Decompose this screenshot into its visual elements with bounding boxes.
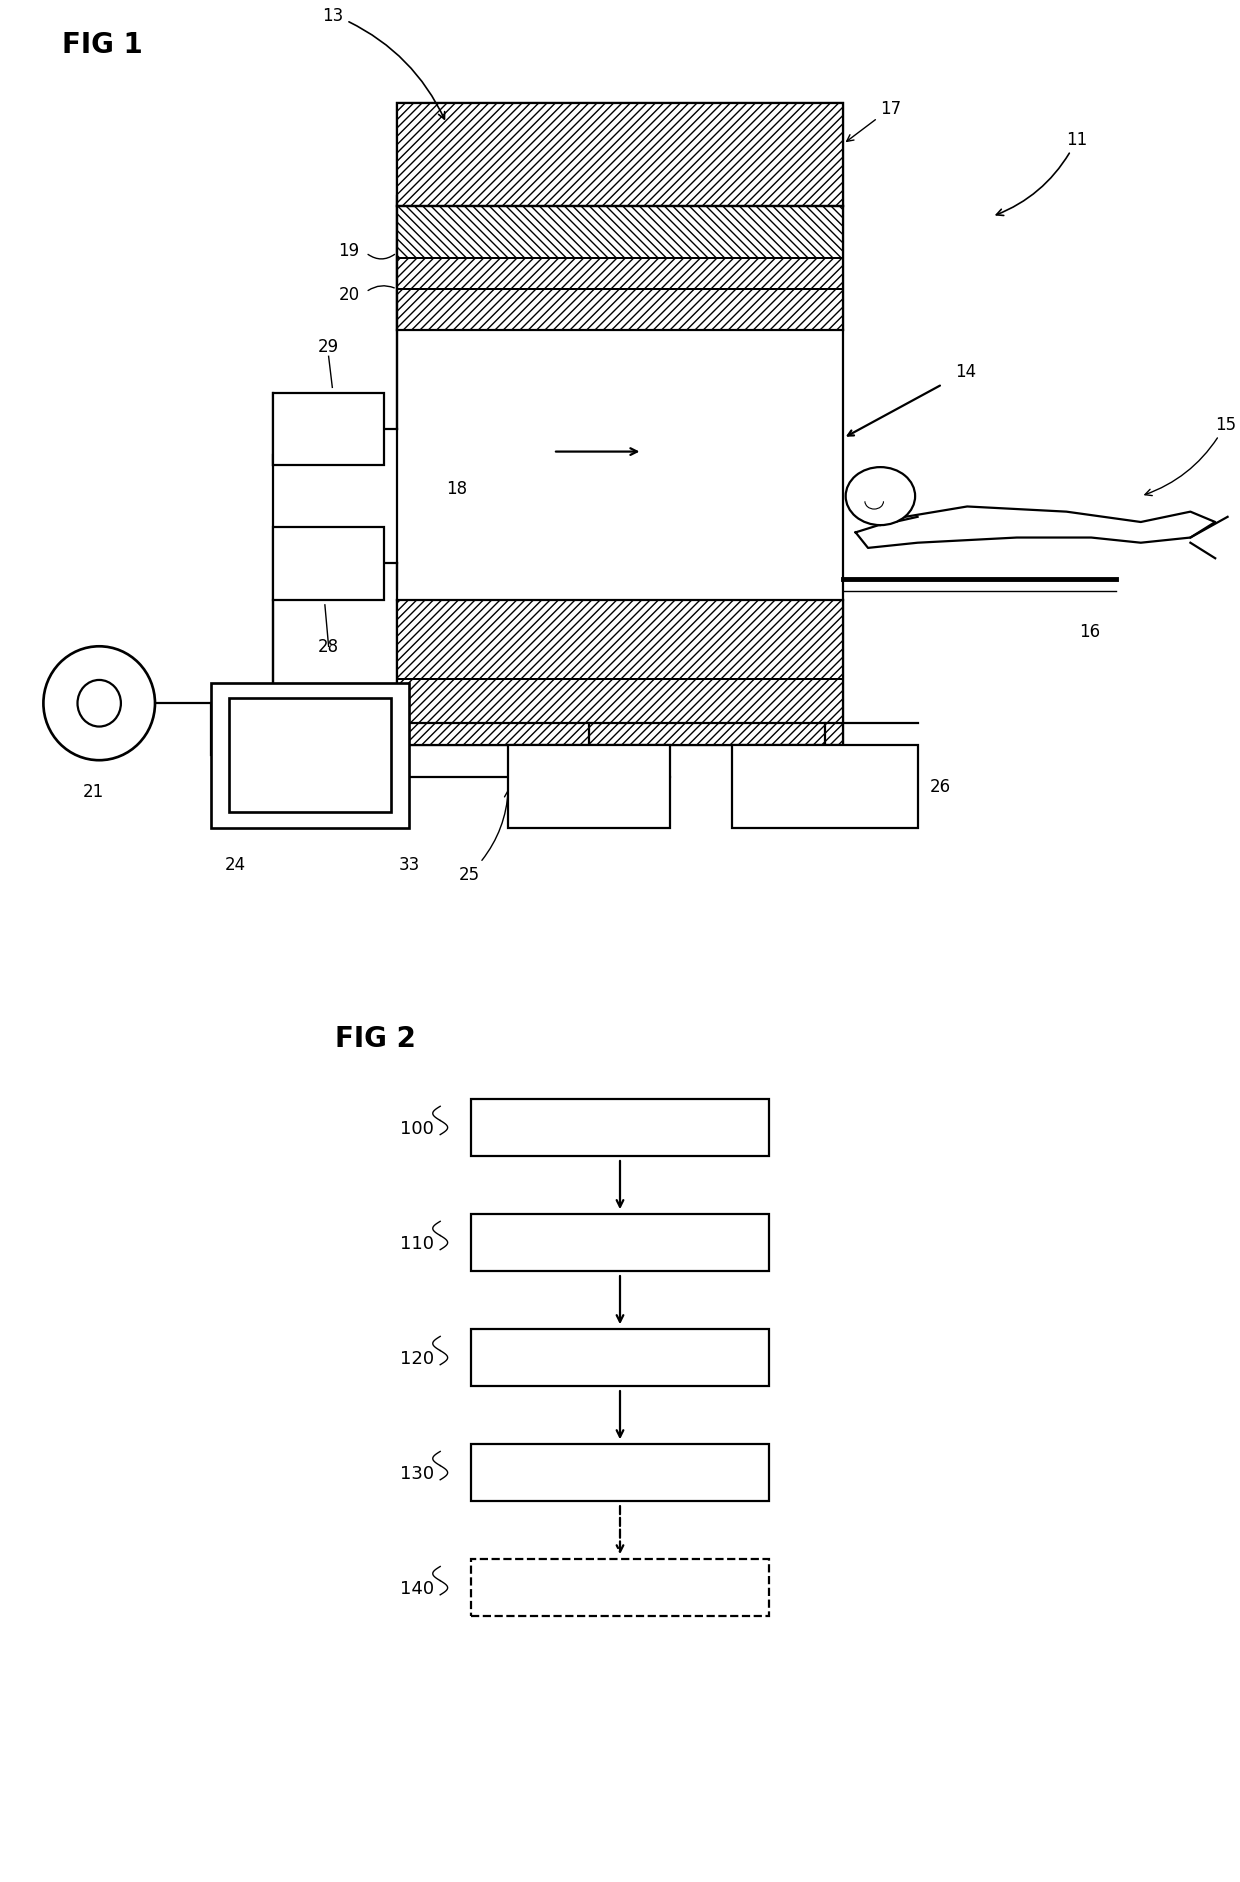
Bar <box>471 1329 769 1387</box>
Text: 140: 140 <box>399 1579 434 1598</box>
Text: 100: 100 <box>401 1120 434 1137</box>
Circle shape <box>846 469 915 525</box>
Text: 19: 19 <box>339 241 360 260</box>
Text: 18: 18 <box>446 480 467 497</box>
Text: 17: 17 <box>847 100 901 143</box>
Text: 120: 120 <box>399 1349 434 1366</box>
Bar <box>273 393 384 465</box>
Text: 29: 29 <box>317 339 340 356</box>
Bar <box>397 104 843 331</box>
Text: 20: 20 <box>339 286 360 305</box>
Bar <box>471 1558 769 1617</box>
Text: 15: 15 <box>1145 416 1236 497</box>
Bar <box>471 1214 769 1272</box>
Ellipse shape <box>43 647 155 760</box>
Bar <box>211 683 409 828</box>
Text: 33: 33 <box>398 856 420 873</box>
Text: 26: 26 <box>930 777 951 796</box>
Text: 130: 130 <box>399 1464 434 1481</box>
Bar <box>508 745 670 828</box>
Text: 110: 110 <box>401 1235 434 1252</box>
Text: 24: 24 <box>224 856 247 873</box>
Bar <box>397 331 843 600</box>
Bar <box>273 527 384 600</box>
Text: 14: 14 <box>955 363 976 380</box>
Bar <box>397 600 843 745</box>
Bar <box>397 104 843 331</box>
Text: 28: 28 <box>317 638 340 657</box>
Text: 16: 16 <box>1079 623 1100 640</box>
Bar <box>397 600 843 745</box>
Bar <box>471 1099 769 1157</box>
Bar <box>229 698 391 813</box>
Text: 13: 13 <box>322 8 445 120</box>
Text: 21: 21 <box>82 783 104 802</box>
Text: FIG 1: FIG 1 <box>62 30 143 58</box>
Text: FIG 2: FIG 2 <box>335 1024 415 1052</box>
Bar <box>732 745 918 828</box>
Ellipse shape <box>77 681 122 726</box>
Text: 11: 11 <box>996 132 1087 216</box>
Bar <box>471 1443 769 1502</box>
Text: 25: 25 <box>459 790 511 885</box>
